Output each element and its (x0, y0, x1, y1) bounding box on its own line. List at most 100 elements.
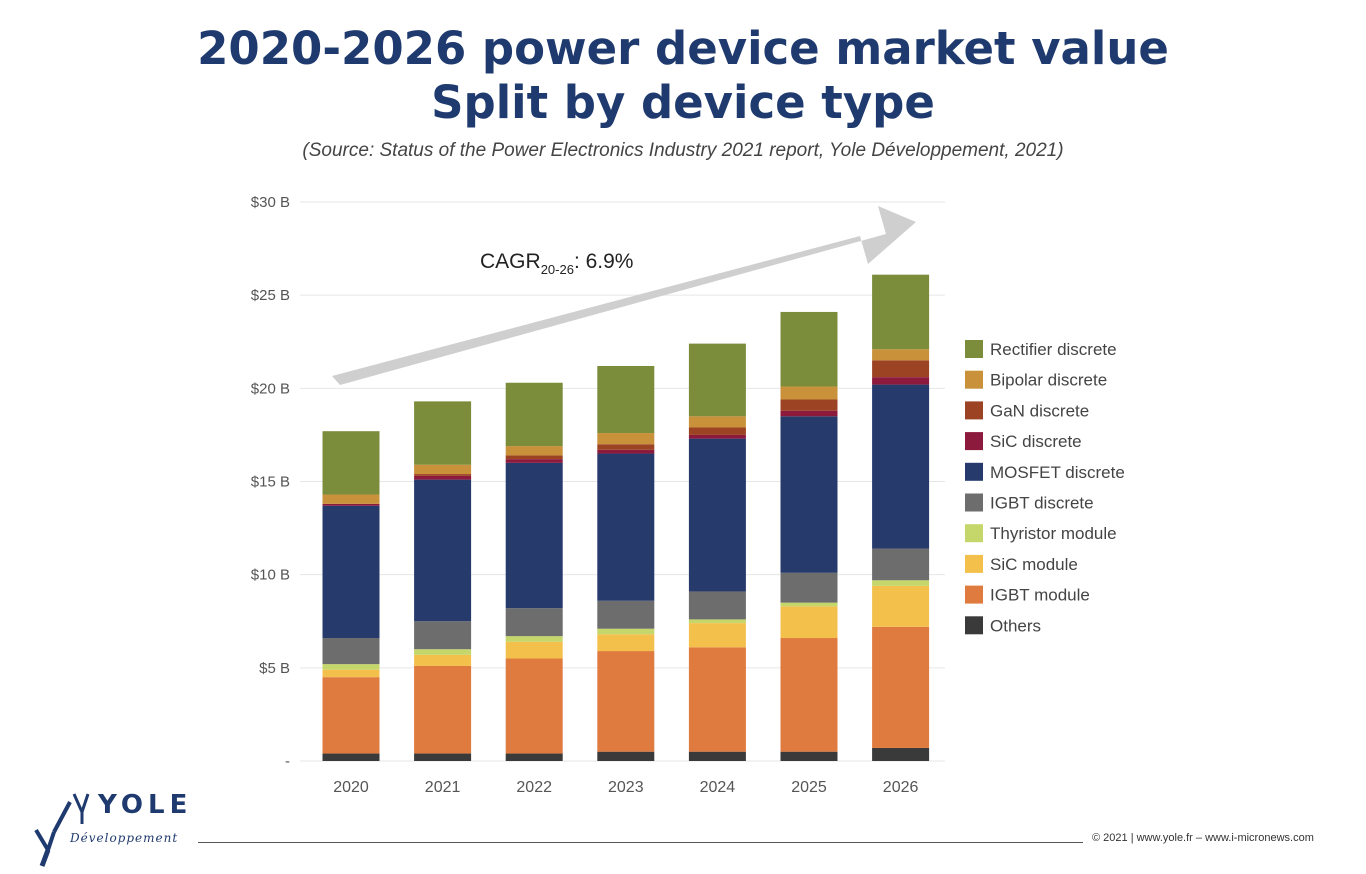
bar-segment-igbt-module-2020 (322, 677, 380, 754)
bars (322, 274, 930, 761)
bar-segment-mosfet-discrete-2023 (597, 453, 655, 601)
x-tick-label: 2026 (883, 779, 919, 796)
bar-segment-igbt-discrete-2023 (597, 600, 655, 629)
legend-swatch (965, 370, 983, 389)
bar-segment-thyristor-module-2026 (872, 580, 930, 586)
bar-segment-igbt-discrete-2020 (322, 638, 380, 665)
bar-segment-others-2026 (872, 747, 930, 761)
bar-segment-sic-module-2024 (688, 623, 746, 648)
bar-segment-mosfet-discrete-2021 (414, 479, 472, 622)
bar-segment-igbt-module-2025 (780, 638, 838, 752)
logo-name: YOLE (98, 790, 193, 820)
bar-segment-sic-discrete-2026 (872, 377, 930, 385)
bar-segment-thyristor-module-2020 (322, 664, 380, 670)
source-note: (Source: Status of the Power Electronics… (302, 140, 1064, 161)
bar-segment-bipolar-discrete-2021 (414, 464, 472, 475)
bar-segment-sic-discrete-2025 (780, 410, 838, 417)
cagr-annotation: CAGR20-26: 6.9% (480, 250, 633, 277)
bar-segment-bipolar-discrete-2023 (597, 433, 655, 445)
bar-segment-bipolar-discrete-2025 (780, 386, 838, 400)
bar-segment-igbt-discrete-2026 (872, 548, 930, 581)
bar-segment-mosfet-discrete-2022 (505, 462, 563, 609)
bar-segment-igbt-module-2024 (688, 647, 746, 752)
bar-segment-igbt-discrete-2025 (780, 572, 838, 603)
legend-label: SiC module (990, 555, 1078, 574)
x-tick-label: 2022 (516, 779, 552, 796)
bar-segment-others-2024 (688, 751, 746, 761)
legend-label: GaN discrete (990, 401, 1089, 420)
bar-segment-bipolar-discrete-2022 (505, 446, 563, 456)
legend-swatch (965, 554, 983, 573)
bar-segment-rectifier-discrete-2021 (414, 401, 472, 465)
bar-segment-rectifier-discrete-2020 (322, 431, 380, 495)
logo-tagline: Développement (70, 831, 179, 845)
bar-segment-igbt-module-2026 (872, 626, 930, 748)
bar-segment-thyristor-module-2022 (505, 636, 563, 642)
bar-segment-sic-discrete-2023 (597, 449, 655, 454)
bar-segment-bipolar-discrete-2020 (322, 494, 380, 504)
bar-segment-rectifier-discrete-2024 (688, 343, 746, 417)
bar-segment-gan-discrete-2022 (505, 455, 563, 460)
bar-segment-thyristor-module-2024 (688, 619, 746, 624)
bar-segment-thyristor-module-2025 (780, 602, 838, 607)
legend-label: Thyristor module (990, 524, 1117, 543)
legend-label: IGBT discrete (990, 494, 1094, 513)
bar-segment-thyristor-module-2023 (597, 628, 655, 635)
legend-swatch (965, 432, 983, 451)
x-tick-label: 2020 (333, 779, 369, 796)
legend-label: Rectifier discrete (990, 340, 1117, 359)
x-axis: 2020 2021 2022 2023 2024 2025 2026 (333, 779, 918, 796)
y-axis: - $5 B $10 B $15 B $20 B $25 B $30 B (251, 194, 290, 770)
bar-segment-gan-discrete-2025 (780, 399, 838, 411)
bar-segment-thyristor-module-2021 (414, 649, 472, 655)
bar-segment-rectifier-discrete-2026 (872, 274, 930, 350)
y-tick-label: $15 B (251, 474, 290, 491)
bar-segment-others-2022 (505, 753, 563, 761)
legend-swatch (965, 340, 983, 358)
legend-label: MOSFET discrete (990, 463, 1125, 482)
bar-segment-igbt-module-2023 (597, 651, 655, 752)
legend-label: Others (990, 616, 1041, 635)
bar-segment-gan-discrete-2021 (414, 474, 472, 476)
bar-segment-sic-discrete-2022 (505, 459, 563, 463)
bar-segment-igbt-discrete-2021 (414, 621, 472, 650)
bar-segment-gan-discrete-2024 (688, 427, 746, 435)
footer-divider (198, 842, 1083, 843)
y-tick-label: $30 B (251, 194, 290, 211)
bar-segment-sic-discrete-2021 (414, 475, 472, 480)
bar-segment-bipolar-discrete-2024 (688, 416, 746, 428)
y-tick-label: $10 B (251, 567, 290, 584)
legend-label: SiC discrete (990, 432, 1082, 451)
y-tick-label: - (285, 753, 290, 770)
bar-segment-rectifier-discrete-2022 (505, 382, 563, 447)
legend-swatch (965, 493, 983, 512)
bar-segment-mosfet-discrete-2020 (322, 505, 380, 639)
bar-segment-sic-module-2021 (414, 654, 472, 666)
legend-label: Bipolar discrete (990, 371, 1107, 390)
x-tick-label: 2023 (608, 779, 644, 796)
cagr-subscript: 20-26 (541, 262, 574, 277)
x-tick-label: 2024 (700, 779, 736, 796)
bar-segment-sic-module-2020 (322, 669, 380, 678)
y-tick-label: $25 B (251, 287, 290, 304)
bar-segment-sic-discrete-2024 (688, 434, 746, 439)
footer-copyright: © 2021 | www.yole.fr – www.i-micronews.c… (1092, 832, 1314, 844)
legend-swatch (965, 616, 983, 635)
bar-segment-sic-module-2022 (505, 641, 563, 659)
chart-subtitle: Split by device type (431, 76, 935, 129)
x-tick-label: 2025 (791, 779, 827, 796)
y-tick-label: $5 B (259, 660, 290, 677)
bar-segment-others-2020 (322, 753, 380, 761)
yole-logo: YOLE Développement (30, 788, 200, 868)
cagr-arrow (332, 206, 916, 385)
legend-swatch (965, 462, 983, 481)
legend-label: IGBT module (990, 586, 1090, 605)
bar-segment-mosfet-discrete-2024 (688, 438, 746, 592)
bar-segment-mosfet-discrete-2026 (872, 384, 930, 549)
bar-segment-igbt-discrete-2024 (688, 591, 746, 620)
y-tick-label: $20 B (251, 380, 290, 397)
bar-segment-igbt-module-2021 (414, 665, 472, 754)
legend: Rectifier discrete Bipolar discrete GaN di… (965, 340, 1125, 635)
bar-segment-sic-discrete-2020 (322, 503, 380, 506)
